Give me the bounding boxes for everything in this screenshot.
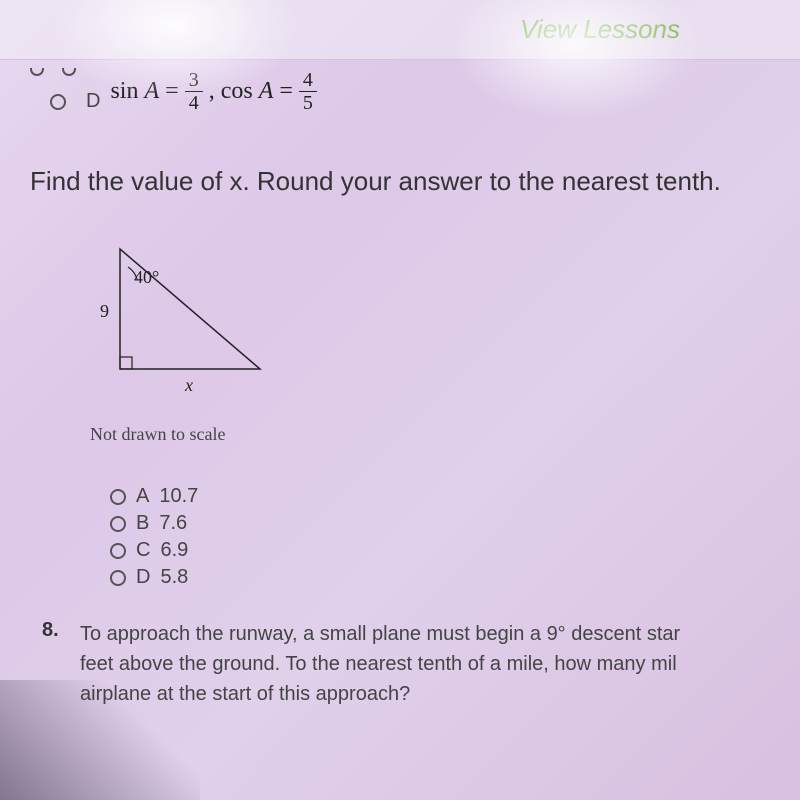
variable-a: A (144, 78, 159, 105)
answer-choice-c[interactable]: C 6.9 (110, 539, 770, 562)
choice-value: 6.9 (160, 539, 188, 562)
question-number: 8. (42, 619, 59, 642)
q8-line3: airplane at the start of this approach? (80, 683, 410, 705)
denominator: 5 (303, 92, 313, 113)
option-d-row[interactable]: D sin A = 3 4 , cos A = 4 5 (50, 80, 770, 123)
variable-a: A (259, 78, 274, 105)
numerator: 4 (299, 70, 317, 92)
radio-icon[interactable] (110, 489, 126, 505)
answer-choices: A 10.7 B 7.6 C 6.9 D 5.8 (110, 485, 770, 589)
equals-sign: = (165, 78, 179, 105)
question-prompt: Find the value of x. Round your answer t… (30, 163, 770, 199)
choice-letter: C (136, 539, 150, 562)
triangle-svg: 40° 9 x (90, 239, 280, 399)
answer-choice-a[interactable]: A 10.7 (110, 485, 770, 508)
numerator: 3 (185, 70, 203, 92)
comma: , (209, 78, 215, 105)
option-letter: D (86, 90, 100, 113)
side-left-label: 9 (100, 301, 109, 321)
choice-letter: D (136, 566, 150, 589)
question-8-text: To approach the runway, a small plane mu… (80, 619, 770, 709)
math-expression: sin A = 3 4 , cos A = 4 5 (110, 70, 316, 113)
partial-radio-icon (30, 68, 44, 76)
radio-icon[interactable] (110, 570, 126, 586)
view-lessons-link[interactable]: View Lessons (520, 14, 680, 45)
q8-line1: To approach the runway, a small plane mu… (80, 623, 680, 645)
equals-sign: = (279, 78, 293, 105)
truncated-option-indicators (30, 68, 76, 76)
question-8-block: 8. To approach the runway, a small plane… (30, 619, 770, 709)
sin-label: sin (110, 78, 138, 105)
header-bar: View Lessons (0, 0, 800, 60)
fraction-sin: 3 4 (185, 70, 203, 113)
cos-label: cos (221, 78, 253, 105)
choice-value: 10.7 (159, 485, 198, 508)
q8-line2: feet above the ground. To the nearest te… (80, 653, 677, 675)
side-bottom-label: x (184, 375, 193, 395)
figure-caption: Not drawn to scale (90, 424, 770, 445)
answer-choice-d[interactable]: D 5.8 (110, 566, 770, 589)
choice-letter: B (136, 512, 149, 535)
triangle-figure: 40° 9 x (90, 239, 770, 404)
partial-radio-icon (62, 68, 76, 76)
choice-value: 7.6 (159, 512, 187, 535)
denominator: 4 (189, 92, 199, 113)
radio-icon[interactable] (110, 516, 126, 532)
choice-letter: A (136, 485, 149, 508)
content-area: D sin A = 3 4 , cos A = 4 5 Find the val… (0, 60, 800, 729)
angle-label: 40° (134, 267, 159, 287)
fraction-cos: 4 5 (299, 70, 317, 113)
choice-value: 5.8 (160, 566, 188, 589)
answer-choice-b[interactable]: B 7.6 (110, 512, 770, 535)
radio-icon[interactable] (110, 543, 126, 559)
radio-icon[interactable] (50, 94, 66, 110)
right-angle-icon (120, 357, 132, 369)
